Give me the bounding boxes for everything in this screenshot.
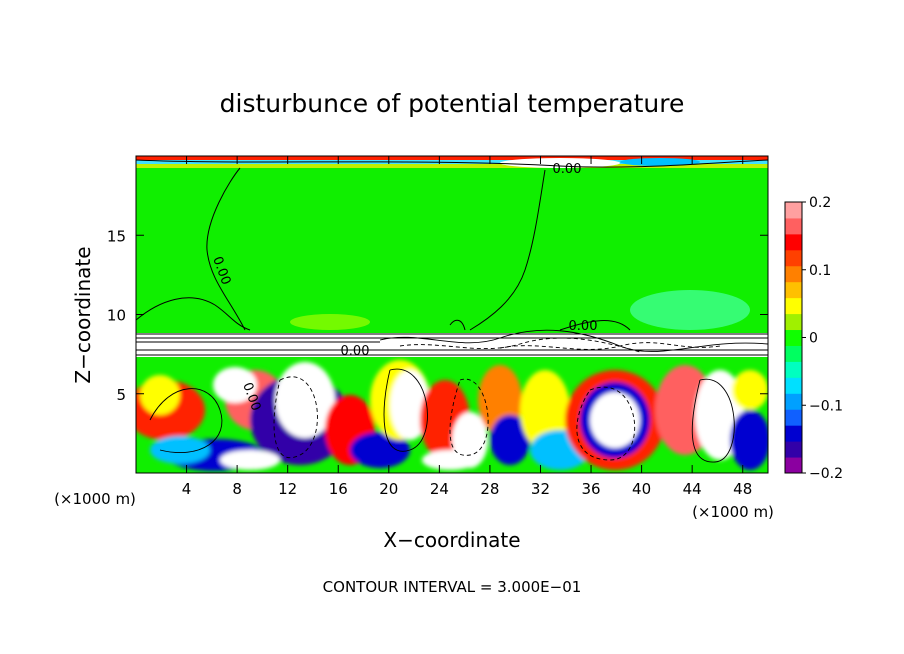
x-tick-label: 36	[581, 480, 600, 498]
plot-area	[136, 156, 768, 473]
colorbar-swatch	[785, 361, 802, 378]
contour-interval-footer: CONTOUR INTERVAL = 3.000E−01	[323, 578, 582, 596]
cyan-patch	[630, 290, 750, 330]
y-tick-label: 15	[107, 227, 126, 245]
colorbar-swatch	[785, 441, 802, 458]
upper-contours	[136, 159, 768, 331]
x-tick-label: 48	[733, 480, 752, 498]
x-tick-label: 8	[232, 480, 242, 498]
top-band-red	[136, 156, 768, 160]
x-axis-label: X−coordinate	[383, 528, 520, 552]
y-axis-label: Z−coordinate	[71, 246, 95, 383]
colorbar-swatch	[785, 329, 802, 346]
top-band-blob	[500, 158, 620, 168]
colorbar-swatch	[785, 425, 802, 442]
x-tick-label: 20	[379, 480, 398, 498]
x-tick-label: 44	[683, 480, 702, 498]
x-tick-label: 16	[329, 480, 348, 498]
x-units-label: (×1000 m)	[54, 490, 136, 508]
chart-title: disturbunce of potential temperature	[220, 89, 685, 118]
colorbar-swatch	[785, 457, 802, 474]
x-tick-label: 32	[531, 480, 550, 498]
colorbar-swatch	[785, 297, 802, 315]
colorbar-tick-label: 0	[809, 331, 818, 347]
yellow-patch	[290, 314, 370, 330]
x-units-label-right: (×1000 m)	[692, 503, 774, 521]
colorbar-swatch	[785, 393, 802, 410]
x-axis: 4 8 12 16 20 24 28 32 36 40 44 48	[182, 156, 752, 498]
colorbar-tick-label: −0.2	[809, 466, 843, 482]
contour-label-group: 0.00 0.00 0.00 0.00 0.00	[209, 162, 597, 413]
colorbar-swatch	[785, 202, 802, 219]
colorbar-tick-label: 0.2	[809, 195, 831, 211]
top-band-blob-2	[620, 158, 700, 166]
turbulent-blobs	[136, 360, 768, 471]
y-axis: 5 10 15	[107, 227, 768, 404]
colorbar-swatch	[785, 265, 802, 283]
y-tick-label: 5	[116, 386, 126, 404]
colorbar-tick-label: 0.1	[809, 263, 831, 279]
y-tick-label: 10	[107, 307, 126, 325]
x-tick-label: 4	[182, 480, 192, 498]
transition-band	[136, 333, 768, 357]
transition-lines	[136, 329, 768, 356]
colorbar-swatch	[785, 249, 802, 267]
contour-label: 0.00	[569, 319, 598, 334]
colorbar-swatch	[785, 217, 802, 235]
colorbar-swatch	[785, 345, 802, 362]
colorbar-swatch	[785, 281, 802, 299]
colorbar-swatch	[785, 313, 802, 331]
x-tick-label: 24	[430, 480, 449, 498]
contour-label: 0.00	[341, 344, 370, 359]
colorbar-swatch	[785, 377, 802, 394]
contour-label: 0.00	[553, 162, 582, 177]
x-tick-label: 40	[632, 480, 651, 498]
colorbar-swatch	[785, 233, 802, 251]
x-tick-label: 28	[480, 480, 499, 498]
colorbar-swatch	[785, 409, 802, 426]
colorbar: 0.2 0.1 0 −0.1 −0.2	[784, 195, 843, 482]
top-band-yellow	[136, 164, 768, 168]
colorbar-tick-label: −0.1	[809, 398, 843, 414]
lower-contours	[149, 368, 735, 463]
x-tick-label: 12	[278, 480, 297, 498]
